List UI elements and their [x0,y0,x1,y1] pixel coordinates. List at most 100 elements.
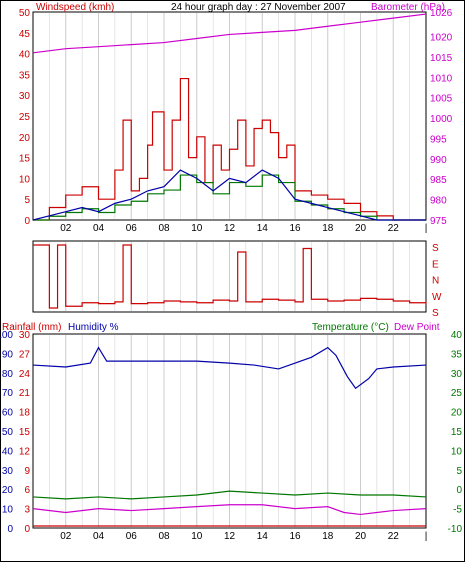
y-tick-label: 10 [19,174,31,185]
x-tick-label: 22 [388,531,400,542]
y2-tick-label: 1010 [430,73,453,84]
direction-label: W [432,292,442,303]
x-tick-label: 04 [93,531,105,542]
x-tick-label: 12 [224,531,236,542]
temp-tick-label: 35 [451,349,463,360]
humidity-line [32,346,427,390]
x-tick-label: 04 [93,223,105,234]
y-tick-label: 21 [19,388,31,399]
temp-tick-label: 5 [456,466,462,477]
y-tick-label: 15 [19,154,31,165]
y-tick-label: 50 [2,427,14,438]
x-tick-label: 20 [355,223,367,234]
y2-tick-label: 1015 [430,53,453,64]
y2-tick-label: 980 [430,196,447,207]
y-tick-label: 15 [19,427,31,438]
x-tick-label: 02 [60,223,72,234]
barometer-line [32,13,427,54]
y2-tick-label: 995 [430,134,447,145]
temp-tick-label: 0 [456,485,462,496]
humidity-axis-label: Humidity % [68,322,119,333]
x-tick-label: | [425,531,428,542]
x-tick-label: 02 [60,531,72,542]
y2-tick-label: 1005 [430,94,453,105]
rainfall-axis-label: Rainfall (mm) [2,322,61,333]
direction-label: N [432,276,439,287]
y-tick-label: 0 [7,524,13,535]
y-tick-label: 27 [19,349,31,360]
temperature-y-ticks: -10 -5 0 5 10 15 20 25 30 35 40 [448,330,463,535]
y-tick-label: 0 [24,216,30,227]
y-tick-label: 35 [19,70,31,81]
y-tick-label: 20 [19,133,31,144]
x-tick-label: 10 [191,223,203,234]
y-tick-label: 25 [19,112,31,123]
temp-tick-label: 40 [451,330,463,341]
y-tick-label: 6 [24,485,30,496]
y-tick-label: 18 [19,408,31,419]
temp-tick-label: 10 [451,446,463,457]
y-tick-label: 20 [2,485,14,496]
temp-tick-label: 30 [451,369,463,380]
x-tick-label: 16 [289,223,301,234]
y2-tick-label: 975 [430,216,447,227]
humidity-data [32,346,427,527]
temp-tick-label: 25 [451,388,463,399]
windspeed-line [33,77,426,221]
x-tick-label: 06 [126,223,138,234]
x-tick-label: 06 [126,531,138,542]
dewpoint-line [32,504,427,516]
direction-label: S [432,243,439,254]
direction-label: S [432,308,439,319]
x-tick-label: 10 [191,531,203,542]
y-tick-label: 9 [24,466,30,477]
y-tick-label: 90 [2,349,14,360]
direction-data [33,244,427,309]
y2-tick-label: 985 [430,175,447,186]
windspeed-axis-label: Windspeed (kmh) [36,2,114,13]
y-tick-label: 50 [19,8,31,19]
y-tick-label: 100 [0,330,13,341]
rainfall-y-ticks: 0 3 6 9 12 15 18 21 24 27 30 [19,330,31,535]
x-tick-label: 20 [355,531,367,542]
y-tick-label: 70 [2,388,14,399]
y-tick-label: 5 [24,195,30,206]
y-tick-label: 24 [19,369,31,380]
y2-tick-label: 1026 [430,8,453,19]
y2-tick-label: 1000 [430,114,453,125]
wind-y-ticks: 0 5 10 15 20 25 30 35 40 45 50 [19,8,31,227]
wind-average-line [32,169,426,221]
chart-title: 24 hour graph day : 27 November 2007 [171,2,346,13]
y-tick-label: 80 [2,369,14,380]
temp-tick-label: 15 [451,427,463,438]
x-tick-label: 18 [322,531,334,542]
y2-tick-label: 990 [430,155,447,166]
y-tick-label: 40 [19,50,31,61]
wind-x-ticks: 02 04 06 08 10 12 14 16 18 20 22 | [60,223,427,234]
y2-tick-label: 1020 [430,32,453,43]
dewpoint-axis-label: Dew Point [394,322,440,333]
temp-tick-label: -5 [453,505,462,516]
humidity-x-ticks: 02 04 06 08 10 12 14 16 18 20 22 | [60,531,427,542]
wind-direction-line [33,244,427,309]
x-tick-label: 16 [289,531,301,542]
y-tick-label: 12 [19,446,31,457]
temperature-axis-label: Temperature (°C) [312,322,389,333]
x-tick-label: 12 [224,223,236,234]
x-tick-label: | [425,223,428,234]
direction-label: E [432,259,439,270]
x-tick-label: 18 [322,223,334,234]
temp-tick-label: 20 [451,408,463,419]
humidity-y-ticks: 0 10 20 30 40 50 60 70 80 90 100 [0,330,13,535]
x-tick-label: 08 [158,531,170,542]
wind-data [32,13,427,221]
x-tick-label: 14 [257,531,269,542]
y-tick-label: 45 [19,29,31,40]
